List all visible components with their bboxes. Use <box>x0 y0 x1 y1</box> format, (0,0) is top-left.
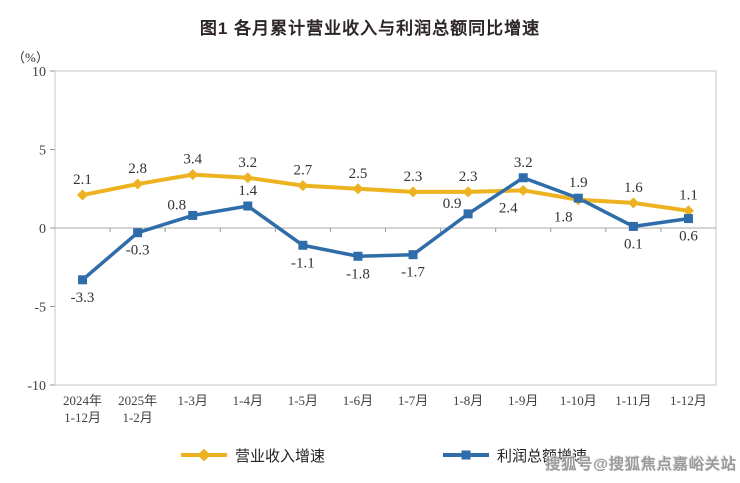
data-point-label: 1.9 <box>569 175 588 191</box>
data-point-marker <box>462 186 474 198</box>
data-point-label: 2.5 <box>349 166 368 182</box>
x-tick-label: 1-7月 <box>398 393 428 408</box>
data-point-marker <box>408 250 418 260</box>
x-tick-label: 1-4月 <box>233 393 263 408</box>
data-point-label: -1.1 <box>291 255 315 271</box>
y-tick-label: -10 <box>27 379 46 394</box>
y-tick-label: 10 <box>32 65 46 80</box>
data-point-label: -1.7 <box>401 265 425 281</box>
watermark: 搜狐号@搜狐焦点嘉峪关站 <box>545 456 737 473</box>
data-point-label: 2.1 <box>73 172 92 188</box>
data-point-marker <box>133 228 143 238</box>
data-point-marker <box>683 214 693 224</box>
data-point-marker <box>353 251 363 261</box>
y-tick-label: 0 <box>39 222 46 237</box>
y-axis-unit-label: （%） <box>12 50 49 65</box>
data-point-label: 1.4 <box>238 183 257 199</box>
legend-label-revenue: 营业收入增速 <box>234 448 325 465</box>
y-tick-label: -5 <box>34 301 46 316</box>
data-point-marker <box>188 210 198 220</box>
x-tick-label: 1-9月 <box>508 393 538 408</box>
y-tick-label: 5 <box>39 144 46 159</box>
data-point-label: 2.3 <box>404 169 423 185</box>
data-point-label: -1.8 <box>346 266 370 282</box>
data-point-label: 2.4 <box>499 200 518 216</box>
data-point-label: 0.9 <box>443 196 462 212</box>
data-point-label: 0.8 <box>167 197 186 213</box>
data-point-marker <box>187 169 199 181</box>
data-point-marker <box>242 172 254 184</box>
data-point-marker <box>463 209 473 219</box>
data-point-marker <box>628 221 638 231</box>
data-point-marker <box>627 197 639 209</box>
data-point-label: 2.7 <box>294 163 313 179</box>
x-tick-label: 1-5月 <box>288 393 318 408</box>
square-marker-icon <box>461 450 471 460</box>
series-line-revenue <box>80 172 691 213</box>
data-point-marker <box>132 178 144 190</box>
data-point-label: 3.2 <box>514 155 533 171</box>
data-point-marker <box>352 183 364 195</box>
profit-line-swatch <box>443 450 489 460</box>
data-point-marker <box>573 193 583 203</box>
x-tick-label: 1-8月 <box>453 393 483 408</box>
data-point-label: 3.2 <box>238 155 257 171</box>
data-point-marker <box>77 189 89 201</box>
data-point-label: 3.4 <box>183 152 202 168</box>
diamond-marker-icon <box>197 448 211 462</box>
data-point-marker <box>78 275 88 285</box>
legend-item-revenue: 营业收入增速 <box>180 445 325 466</box>
legend-label-profit: 利润总额增速 <box>497 448 588 465</box>
data-point-marker <box>298 240 308 250</box>
x-tick-label: 1-3月 <box>178 393 208 408</box>
data-point-marker <box>517 184 529 196</box>
data-point-label: -0.3 <box>126 243 150 259</box>
x-tick-label: 1-10月 <box>560 393 597 408</box>
data-point-marker <box>243 201 253 211</box>
data-point-label: 1.8 <box>554 210 573 226</box>
chart-legend: 营业收入增速 利润总额增速 <box>0 442 740 468</box>
revenue-line-swatch <box>180 448 227 462</box>
data-point-label: 2.8 <box>128 161 147 177</box>
data-point-label: 2.3 <box>459 169 478 185</box>
data-point-marker <box>682 205 694 217</box>
data-point-label: -3.3 <box>71 290 95 306</box>
x-tick-label: 2024年 1-12月 <box>63 393 102 425</box>
series-line-profit <box>80 176 691 282</box>
data-point-marker <box>518 173 528 183</box>
data-point-label: 1.1 <box>679 188 698 204</box>
data-point-marker <box>297 180 309 192</box>
data-point-marker <box>407 186 419 198</box>
x-tick-label: 1-12月 <box>670 393 707 408</box>
chart-title: 图1 各月累计营业收入与利润总额同比增速 <box>199 19 541 38</box>
x-tick-label: 1-6月 <box>343 393 373 408</box>
data-point-label: 0.1 <box>624 236 643 252</box>
data-point-label: 1.6 <box>624 180 643 196</box>
x-tick-label: 1-11月 <box>615 393 651 408</box>
x-tick-label: 2025年 1-2月 <box>118 393 157 425</box>
data-point-label: 0.6 <box>679 229 698 245</box>
legend-item-profit: 利润总额增速 <box>443 445 587 466</box>
